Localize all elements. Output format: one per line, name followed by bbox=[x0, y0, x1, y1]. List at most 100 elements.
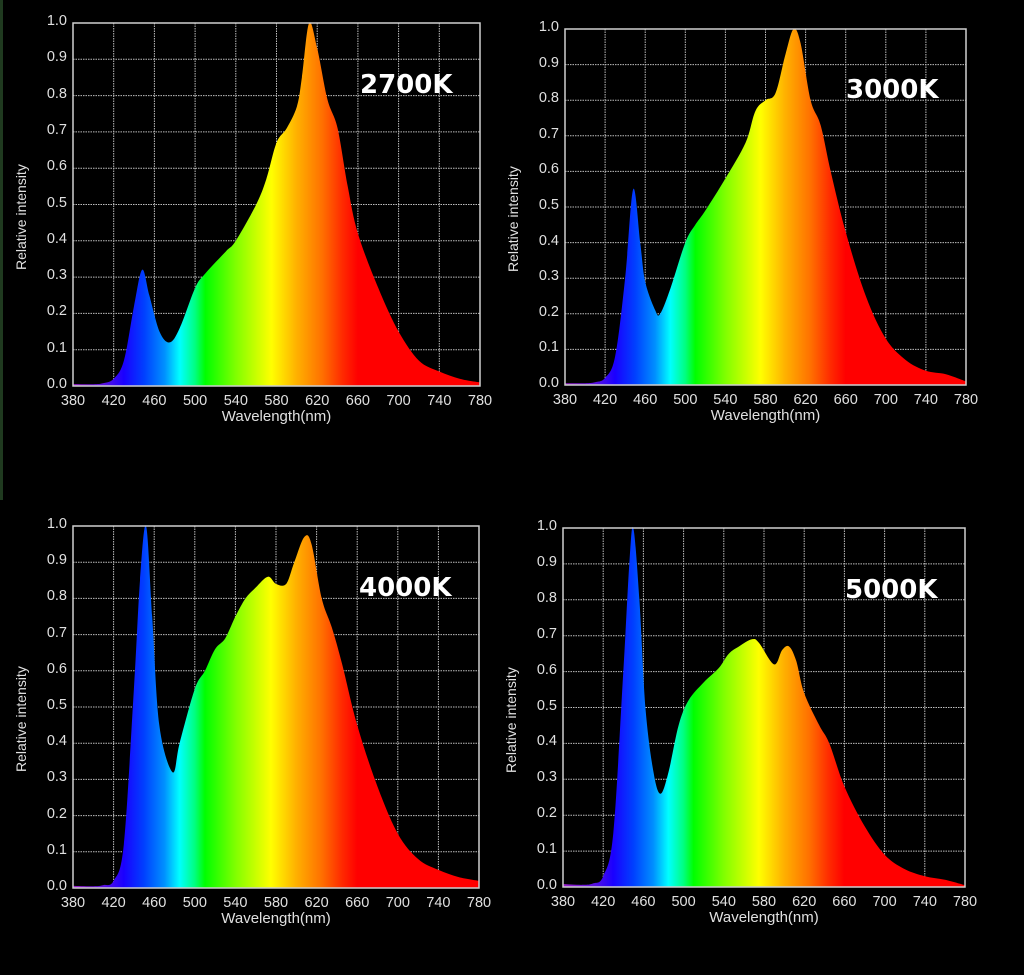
y-tick-label: 0.1 bbox=[536, 841, 557, 858]
y-tick-label: 0.6 bbox=[536, 661, 557, 678]
x-tick-label: 780 bbox=[953, 392, 979, 408]
x-tick-label: 580 bbox=[751, 894, 777, 910]
x-tick-label: 540 bbox=[223, 393, 248, 409]
y-tick-label: 0.4 bbox=[536, 733, 557, 750]
y-tick-label: 0.2 bbox=[46, 805, 67, 822]
y-tick-label: 0.7 bbox=[46, 121, 67, 138]
x-tick-label: 380 bbox=[552, 392, 578, 408]
y-tick-label: 0.8 bbox=[536, 589, 557, 606]
spectrum-plot bbox=[564, 28, 967, 386]
y-tick-label: 0.3 bbox=[46, 267, 67, 284]
y-tick-label: 0.6 bbox=[46, 660, 67, 677]
x-tick-label: 540 bbox=[223, 895, 248, 911]
y-tick-label: 0.1 bbox=[46, 841, 67, 858]
plot-frame bbox=[562, 527, 966, 888]
x-tick-label: 660 bbox=[345, 895, 370, 911]
y-tick-label: 0.6 bbox=[538, 161, 559, 178]
x-tick-label: 740 bbox=[427, 393, 452, 409]
y-tick-label: 0.3 bbox=[536, 769, 557, 786]
x-tick-label: 780 bbox=[952, 894, 978, 910]
x-axis-label: Wavelength(nm) bbox=[710, 407, 821, 424]
spectrum-area bbox=[73, 525, 479, 888]
y-tick-label: 0.0 bbox=[538, 375, 559, 391]
x-tick-label: 620 bbox=[793, 392, 818, 408]
x-tick-label: 540 bbox=[713, 392, 738, 408]
x-tick-label: 700 bbox=[873, 392, 898, 408]
plot-frame bbox=[72, 525, 480, 889]
chart-title: 5000K bbox=[845, 574, 938, 605]
y-axis-label: Relative intensity bbox=[13, 163, 29, 270]
spectrum-area bbox=[563, 526, 965, 887]
spectrum-plot bbox=[72, 525, 480, 889]
x-tick-label: 380 bbox=[550, 894, 576, 910]
y-tick-label: 0.5 bbox=[46, 697, 67, 713]
y-tick-label: 0.7 bbox=[536, 625, 557, 642]
x-tick-label: 540 bbox=[711, 894, 736, 910]
y-tick-label: 0.5 bbox=[536, 697, 557, 714]
y-tick-label: 0.0 bbox=[46, 376, 67, 392]
x-tick-label: 420 bbox=[101, 895, 126, 911]
x-axis-label: Wavelength(nm) bbox=[221, 408, 332, 425]
chart-title: 4000K bbox=[359, 573, 452, 604]
x-tick-label: 700 bbox=[872, 894, 897, 910]
y-tick-label: 0.9 bbox=[46, 49, 67, 66]
x-tick-label: 620 bbox=[305, 393, 330, 409]
chart-title: 3000K bbox=[846, 75, 939, 106]
y-tick-label: 0.9 bbox=[536, 553, 557, 570]
y-tick-label: 0.3 bbox=[538, 268, 559, 285]
x-tick-label: 660 bbox=[833, 392, 858, 408]
x-tick-label: 580 bbox=[264, 393, 289, 409]
x-tick-label: 660 bbox=[832, 894, 857, 910]
y-tick-label: 0.3 bbox=[46, 769, 67, 786]
x-tick-label: 460 bbox=[631, 894, 656, 910]
y-tick-label: 0.2 bbox=[46, 303, 67, 320]
x-tick-label: 460 bbox=[142, 895, 167, 911]
x-tick-label: 700 bbox=[386, 393, 411, 409]
x-tick-label: 420 bbox=[592, 392, 618, 408]
x-tick-label: 580 bbox=[263, 895, 289, 911]
x-tick-label: 740 bbox=[426, 895, 451, 911]
x-tick-label: 780 bbox=[466, 895, 492, 911]
x-tick-label: 380 bbox=[60, 393, 86, 409]
x-axis-label: Wavelength(nm) bbox=[221, 910, 331, 927]
y-tick-label: 0.8 bbox=[46, 85, 67, 102]
y-tick-label: 0.5 bbox=[46, 194, 67, 211]
x-tick-label: 460 bbox=[633, 392, 658, 408]
x-tick-label: 500 bbox=[673, 392, 698, 408]
y-tick-label: 0.4 bbox=[538, 232, 559, 249]
x-tick-label: 580 bbox=[753, 392, 778, 408]
y-axis-label: Relative intensity bbox=[13, 666, 29, 772]
x-tick-label: 660 bbox=[345, 393, 370, 409]
y-tick-label: 1.0 bbox=[538, 19, 559, 35]
y-tick-label: 1.0 bbox=[46, 516, 67, 532]
y-tick-label: 0.7 bbox=[538, 125, 559, 142]
y-tick-label: 0.2 bbox=[538, 303, 559, 320]
spectrum-plot bbox=[72, 22, 481, 387]
y-tick-label: 0.4 bbox=[46, 733, 67, 750]
x-tick-label: 500 bbox=[182, 895, 207, 911]
x-tick-label: 780 bbox=[467, 393, 493, 409]
y-tick-label: 0.1 bbox=[46, 339, 67, 356]
y-axis-label: Relative intensity bbox=[505, 166, 521, 272]
y-tick-label: 0.9 bbox=[538, 54, 559, 71]
x-tick-label: 700 bbox=[385, 895, 410, 911]
y-tick-label: 0.9 bbox=[46, 552, 67, 569]
x-tick-label: 740 bbox=[913, 392, 938, 408]
y-tick-label: 0.2 bbox=[536, 805, 557, 822]
plot-frame bbox=[72, 22, 481, 387]
y-axis-label: Relative intensity bbox=[503, 666, 519, 773]
y-tick-label: 0.5 bbox=[538, 197, 559, 213]
y-tick-label: 0.6 bbox=[46, 158, 67, 175]
x-tick-label: 500 bbox=[671, 894, 696, 910]
x-tick-label: 420 bbox=[101, 393, 126, 409]
y-tick-label: 0.1 bbox=[538, 339, 559, 356]
x-tick-label: 460 bbox=[142, 393, 167, 409]
y-tick-label: 0.0 bbox=[536, 877, 557, 893]
spectrum-area bbox=[73, 22, 480, 387]
x-tick-label: 500 bbox=[182, 393, 208, 409]
spectrum-plot bbox=[562, 526, 966, 888]
left-edge-strip bbox=[0, 0, 3, 500]
x-axis-label: Wavelength(nm) bbox=[709, 909, 819, 926]
y-tick-label: 0.8 bbox=[46, 588, 67, 605]
y-tick-label: 0.4 bbox=[46, 230, 67, 247]
